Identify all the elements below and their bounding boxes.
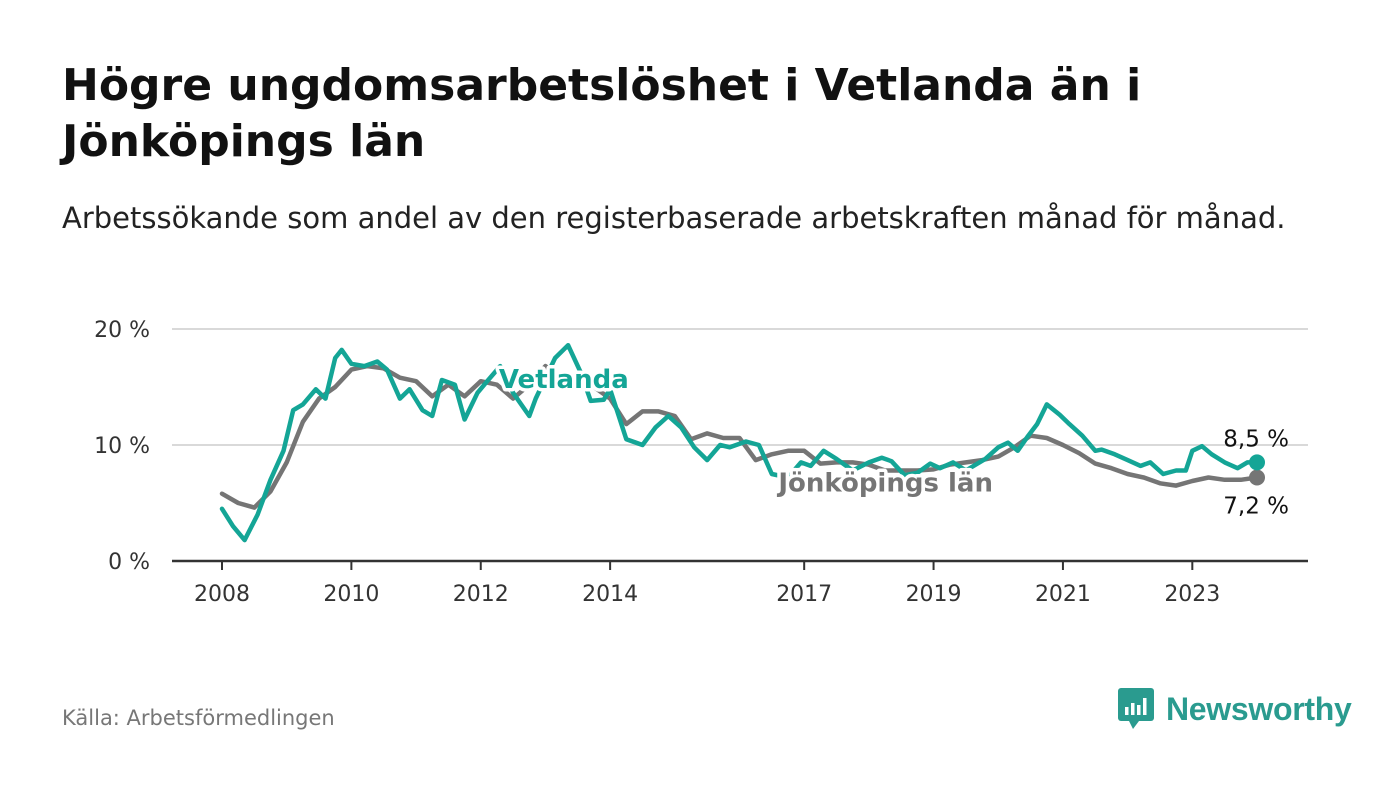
end-marker-jonkopings-lan: [1249, 469, 1265, 486]
series-line-jonkopings-lan: [219, 363, 1260, 510]
series-name-label-vetlanda: Vetlanda: [499, 365, 629, 395]
y-tick-label: 20 %: [94, 318, 150, 343]
x-tick-label: 2008: [194, 582, 250, 607]
x-tick-label: 2019: [906, 582, 962, 607]
brand-name: Newsworthy: [1166, 690, 1352, 727]
label-layer: 7,2 % 8,5 % Vetlanda Jönköpings län: [495, 362, 1289, 520]
series-layer: [219, 342, 1265, 543]
line-chart: 2008 2010 2012 2014 2017 2019 2021 2023 0 % 10 %…: [94, 318, 1308, 607]
chart-title: Högre ungdomsarbetslöshet i Vetlanda än …: [62, 60, 1142, 167]
x-tick-label: 2014: [582, 582, 638, 607]
end-value-label-jonkopings-lan: 7,2 %: [1223, 493, 1289, 519]
series-line-vetlanda: [219, 342, 1260, 543]
x-tick-label: 2012: [453, 582, 509, 607]
end-marker-vetlanda: [1249, 454, 1265, 471]
y-axis: 0 % 10 % 20 %: [94, 318, 150, 575]
x-tick-label: 2021: [1035, 582, 1091, 607]
x-tick-label: 2023: [1164, 582, 1220, 607]
end-value-label-vetlanda: 8,5 %: [1223, 426, 1289, 452]
y-tick-label: 0 %: [108, 550, 150, 575]
x-axis: 2008 2010 2012 2014 2017 2019 2021 2023: [172, 559, 1308, 607]
grid-layer: [172, 328, 1308, 446]
newsworthy-logo-icon: [1118, 688, 1154, 729]
chart-subtitle: Arbetssökande som andel av den registerb…: [62, 201, 1286, 235]
x-tick-label: 2010: [323, 582, 379, 607]
source-note: Källa: Arbetsförmedlingen: [62, 706, 335, 730]
series-name-label-jonkopings-lan: Jönköpings län: [776, 468, 993, 498]
x-tick-label: 2017: [776, 582, 832, 607]
brand-logo: Newsworthy: [1118, 688, 1352, 730]
y-tick-label: 10 %: [94, 434, 150, 459]
